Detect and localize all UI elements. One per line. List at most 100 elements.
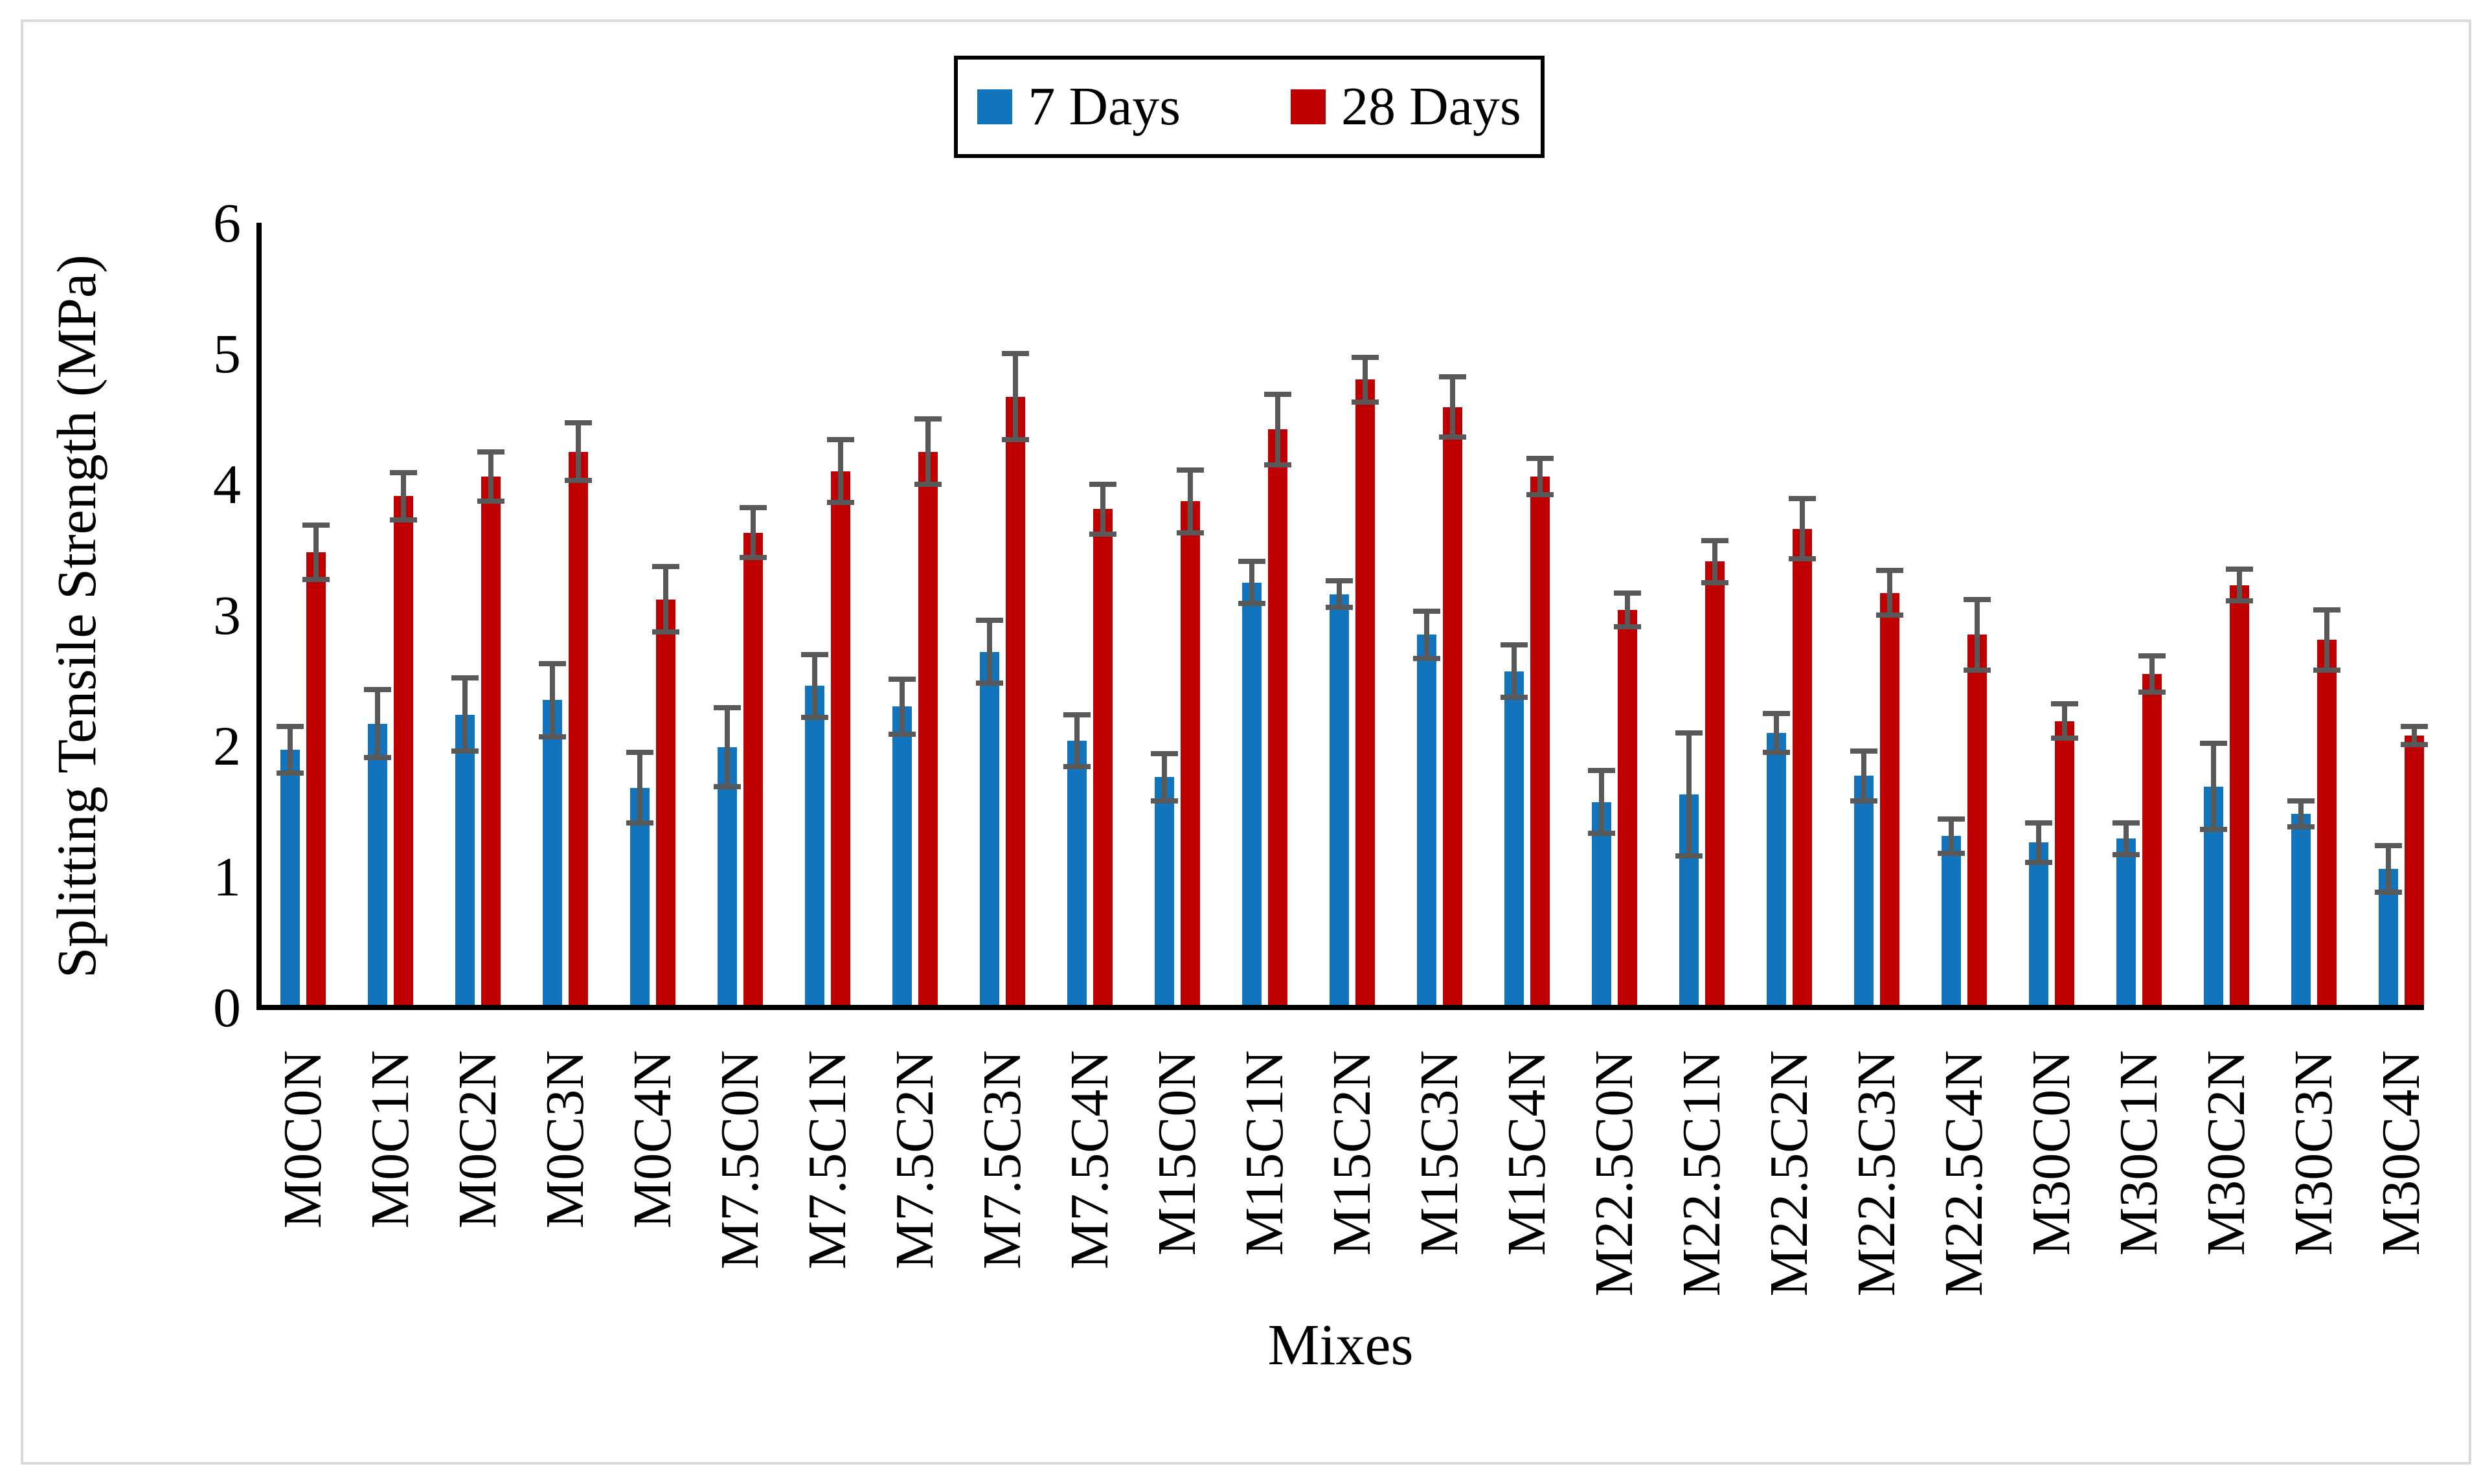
error-cap-bottom-M22.5C4N — [1964, 667, 1991, 673]
error-cap-bottom-M30C0N — [2025, 859, 2052, 865]
error-bar-M0C0N — [313, 524, 319, 580]
y-tick-label: 4 — [213, 453, 241, 515]
error-cap-top-M7.5C0N — [714, 705, 741, 711]
error-cap-bottom-M30C2N — [2200, 827, 2227, 833]
bar-7days-M0C3N — [543, 700, 562, 1006]
error-bar-M30C2N — [2237, 569, 2242, 601]
bar-28days-M0C1N — [394, 496, 413, 1006]
error-cap-bottom-M30C4N — [2401, 741, 2428, 747]
error-bar-M22.5C1N — [1712, 540, 1717, 583]
bar-28days-M7.5C2N — [918, 451, 938, 1006]
error-cap-top-M30C1N — [2113, 820, 2140, 826]
error-cap-top-M22.5C2N — [1763, 710, 1790, 716]
bar-28days-M22.5C2N — [1793, 528, 1812, 1006]
y-tick-label: 1 — [213, 846, 241, 908]
error-cap-bottom-M15C4N — [1501, 695, 1528, 701]
error-bar-M22.5C2N — [1774, 713, 1779, 753]
x-tick-label-M30C3N: M30C3N — [2283, 1050, 2344, 1256]
error-bar-M7.5C0N — [751, 508, 756, 558]
x-tick-label-M15C0N: M15C0N — [1147, 1050, 1207, 1256]
bar-7days-M7.5C2N — [892, 706, 912, 1006]
x-tick-label-M0C2N: M0C2N — [447, 1050, 508, 1229]
error-bar-M7.5C3N — [1013, 354, 1018, 440]
error-cap-top-M7.5C2N — [914, 416, 942, 422]
error-cap-bottom-M15C2N — [1352, 399, 1379, 405]
y-axis-line — [256, 223, 262, 1010]
error-cap-bottom-M15C3N — [1439, 434, 1466, 440]
bar-28days-M7.5C3N — [1006, 396, 1025, 1006]
error-cap-bottom-M15C1N — [1264, 462, 1291, 467]
error-cap-top-M15C3N — [1439, 374, 1466, 380]
error-bar-M22.5C0N — [1625, 592, 1630, 627]
error-cap-top-M30C3N — [2287, 798, 2315, 804]
error-cap-top-M7.5C1N — [801, 651, 828, 657]
error-cap-top-M7.5C1N — [827, 437, 854, 443]
error-cap-top-M0C0N — [277, 723, 304, 729]
error-bar-M22.5C1N — [1686, 732, 1692, 856]
error-cap-top-M7.5C0N — [740, 505, 767, 511]
bar-28days-M0C2N — [481, 476, 501, 1006]
bar-28days-M15C1N — [1268, 429, 1287, 1006]
error-cap-bottom-M30C3N — [2313, 667, 2340, 673]
error-cap-top-M0C0N — [302, 522, 330, 528]
error-bar-M15C1N — [1275, 394, 1280, 465]
error-bar-M30C2N — [2211, 743, 2216, 830]
bar-7days-M30C1N — [2116, 838, 2136, 1006]
error-cap-top-M0C4N — [626, 750, 653, 756]
y-axis-title: Splitting Tensile Strength (MPa) — [45, 254, 108, 978]
error-cap-bottom-M0C1N — [364, 755, 391, 761]
error-cap-bottom-M0C2N — [451, 748, 479, 754]
error-cap-bottom-M7.5C2N — [914, 482, 942, 487]
bar-28days-M22.5C0N — [1618, 609, 1637, 1006]
bar-7days-M0C1N — [368, 723, 387, 1006]
error-bar-M7.5C2N — [900, 679, 905, 734]
error-cap-bottom-M7.5C2N — [889, 731, 916, 737]
error-cap-bottom-M0C0N — [302, 577, 330, 583]
error-cap-top-M22.5C4N — [1938, 816, 1965, 822]
error-bar-M7.5C4N — [1100, 484, 1105, 534]
error-cap-bottom-M30C4N — [2375, 890, 2402, 895]
error-bar-M22.5C4N — [1949, 819, 1954, 853]
error-cap-bottom-M22.5C2N — [1789, 556, 1816, 562]
x-tick-label-M15C1N: M15C1N — [1234, 1050, 1295, 1256]
error-cap-top-M0C4N — [652, 564, 679, 570]
error-bar-M22.5C4N — [1975, 599, 1980, 670]
error-bar-M22.5C3N — [1887, 570, 1892, 615]
error-bar-M0C4N — [663, 567, 668, 633]
error-bar-M30C1N — [2149, 655, 2155, 693]
error-cap-top-M15C0N — [1177, 467, 1204, 473]
x-tick-label-M22.5C4N: M22.5C4N — [1934, 1050, 1994, 1297]
error-cap-bottom-M7.5C1N — [827, 500, 854, 506]
bar-28days-M0C4N — [656, 599, 675, 1006]
error-cap-bottom-M15C3N — [1413, 655, 1440, 661]
error-bar-M15C4N — [1512, 645, 1517, 698]
error-bar-M30C4N — [2386, 845, 2391, 893]
bar-28days-M30C0N — [2055, 721, 2074, 1006]
error-cap-bottom-M22.5C3N — [1850, 798, 1877, 804]
error-bar-M15C0N — [1188, 469, 1193, 533]
bar-7days-M0C2N — [455, 714, 475, 1006]
error-cap-top-M15C4N — [1526, 455, 1554, 461]
error-cap-top-M30C0N — [2051, 701, 2078, 707]
x-tick-label-M7.5C4N: M7.5C4N — [1059, 1050, 1120, 1270]
x-axis-line — [256, 1005, 2424, 1010]
error-cap-bottom-M0C3N — [539, 734, 566, 739]
x-tick-label-M15C2N: M15C2N — [1322, 1050, 1382, 1256]
error-cap-top-M7.5C3N — [1002, 351, 1029, 356]
error-bar-M7.5C4N — [1074, 714, 1080, 767]
error-bar-M15C2N — [1363, 357, 1368, 402]
bar-28days-M30C3N — [2317, 640, 2337, 1006]
error-bar-M0C2N — [488, 451, 493, 502]
error-bar-M7.5C3N — [987, 620, 992, 684]
error-cap-top-M22.5C4N — [1964, 596, 1991, 602]
error-cap-top-M7.5C3N — [976, 618, 1003, 624]
error-bar-M0C1N — [375, 690, 380, 758]
error-cap-bottom-M7.5C1N — [801, 714, 828, 720]
error-cap-top-M30C1N — [2138, 653, 2166, 658]
error-cap-top-M15C4N — [1501, 642, 1528, 648]
error-cap-bottom-M30C1N — [2113, 851, 2140, 857]
error-cap-bottom-M0C0N — [277, 770, 304, 776]
figure-border — [21, 19, 2471, 1465]
bar-7days-M30C3N — [2291, 814, 2311, 1006]
error-bar-M0C3N — [550, 663, 555, 737]
